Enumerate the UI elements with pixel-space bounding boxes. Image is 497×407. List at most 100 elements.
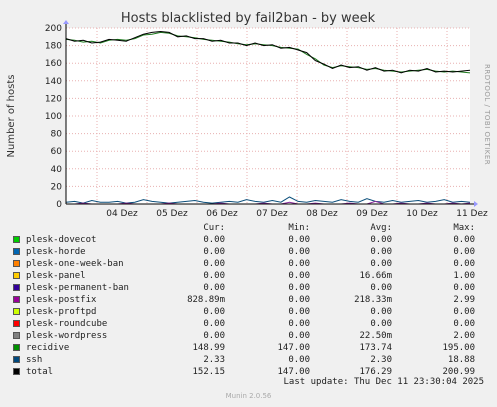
legend-min: 0.00 xyxy=(288,235,310,245)
chart-title: Hosts blacklisted by fail2ban - by week xyxy=(121,11,376,26)
x-tick-label: 10 Dez xyxy=(406,209,438,219)
y-tick-label: 120 xyxy=(45,94,62,104)
legend-max: 18.88 xyxy=(447,355,475,365)
header-min: Min: xyxy=(288,223,310,233)
legend-avg: 16.66m xyxy=(359,271,392,281)
header-avg: Avg: xyxy=(370,223,392,233)
legend-min: 147.00 xyxy=(277,343,310,353)
legend-min: 0.00 xyxy=(288,319,310,329)
legend-row: total 152.15 147.00 176.29 200.99 xyxy=(0,366,497,378)
x-tick-label: 11 Dez xyxy=(456,209,488,219)
legend-avg: 2.30 xyxy=(370,355,392,365)
legend-row: plesk-dovecot 0.00 0.00 0.00 0.00 xyxy=(0,234,497,246)
legend-row: plesk-permanent-ban 0.00 0.00 0.00 0.00 xyxy=(0,282,497,294)
legend-swatch xyxy=(13,356,20,363)
x-tick-label: 08 Dez xyxy=(306,209,338,219)
legend-swatch xyxy=(13,260,20,267)
legend-row: plesk-roundcube 0.00 0.00 0.00 0.00 xyxy=(0,318,497,330)
legend: Cur: Min: Avg: Max: plesk-dovecot 0.00 0.0… xyxy=(0,222,497,378)
legend-swatch xyxy=(13,368,20,375)
legend-name: plesk-horde xyxy=(26,247,86,257)
legend-avg: 0.00 xyxy=(370,235,392,245)
x-axis-arrow xyxy=(474,201,478,207)
legend-avg: 22.50m xyxy=(359,331,392,341)
legend-min: 0.00 xyxy=(288,355,310,365)
legend-swatch xyxy=(13,344,20,351)
x-ticks: 04 Dez 05 Dez 06 Dez 07 Dez 08 Dez 09 Dez 10 D… xyxy=(106,209,488,219)
last-update: Last update: Thu Dec 11 23:30:04 2025 xyxy=(283,377,484,387)
legend-cur: 828.89m xyxy=(187,295,225,305)
y-tick-label: 40 xyxy=(51,165,63,175)
legend-max: 0.00 xyxy=(453,283,475,293)
legend-min: 0.00 xyxy=(288,307,310,317)
y-tick-label: 20 xyxy=(51,182,63,192)
legend-cur: 0.00 xyxy=(203,331,225,341)
legend-row: plesk-proftpd 0.00 0.00 0.00 0.00 xyxy=(0,306,497,318)
chart: Hosts blacklisted by fail2ban - by week … xyxy=(6,11,491,219)
legend-min: 0.00 xyxy=(288,331,310,341)
header-cur: Cur: xyxy=(203,223,225,233)
legend-min: 0.00 xyxy=(288,283,310,293)
legend-max: 2.00 xyxy=(453,331,475,341)
legend-max: 0.00 xyxy=(453,259,475,269)
y-ticks: 0 20 40 60 80 100 120 140 160 180 200 xyxy=(45,24,62,210)
legend-cur: 0.00 xyxy=(203,259,225,269)
legend-avg: 173.74 xyxy=(359,343,392,353)
legend-max: 0.00 xyxy=(453,235,475,245)
y-tick-label: 100 xyxy=(45,112,62,122)
legend-swatch xyxy=(13,248,20,255)
legend-min: 147.00 xyxy=(277,367,310,377)
legend-avg: 0.00 xyxy=(370,319,392,329)
legend-min: 0.00 xyxy=(288,271,310,281)
legend-header: Cur: Min: Avg: Max: xyxy=(0,222,497,234)
legend-name: total xyxy=(26,367,54,377)
legend-name: plesk-postfix xyxy=(26,295,97,305)
x-tick-label: 06 Dez xyxy=(206,209,238,219)
version: Munin 2.0.56 xyxy=(225,392,272,400)
legend-cur: 148.99 xyxy=(192,343,225,353)
legend-name: plesk-proftpd xyxy=(26,307,97,317)
legend-min: 0.00 xyxy=(288,295,310,305)
y-tick-label: 60 xyxy=(51,147,63,157)
y-axis-label: Number of hosts xyxy=(6,75,17,158)
side-label: RRDTOOL / TOBI OETIKER xyxy=(483,64,491,165)
legend-avg: 218.33m xyxy=(354,295,392,305)
legend-row: plesk-postfix 828.89m 0.00 218.33m 2.99 xyxy=(0,294,497,306)
legend-cur: 0.00 xyxy=(203,271,225,281)
legend-cur: 0.00 xyxy=(203,247,225,257)
legend-name: plesk-panel xyxy=(26,271,86,281)
legend-swatch xyxy=(13,236,20,243)
legend-swatch xyxy=(13,332,20,339)
legend-avg: 0.00 xyxy=(370,247,392,257)
legend-avg: 0.00 xyxy=(370,283,392,293)
legend-max: 195.00 xyxy=(442,343,475,353)
legend-name: plesk-wordpress xyxy=(26,331,108,341)
legend-max: 1.00 xyxy=(453,271,475,281)
legend-name: recidive xyxy=(26,343,70,353)
series-line-total xyxy=(65,30,471,74)
legend-max: 0.00 xyxy=(453,319,475,329)
y-tick-label: 180 xyxy=(45,42,62,52)
legend-min: 0.00 xyxy=(288,247,310,257)
legend-swatch xyxy=(13,272,20,279)
legend-avg: 176.29 xyxy=(359,367,392,377)
legend-max: 0.00 xyxy=(453,307,475,317)
legend-swatch xyxy=(13,296,20,303)
legend-max: 2.99 xyxy=(453,295,475,305)
legend-name: plesk-roundcube xyxy=(26,319,108,329)
header-max: Max: xyxy=(453,223,475,233)
y-tick-label: 200 xyxy=(45,24,62,34)
legend-swatch xyxy=(13,308,20,315)
x-tick-label: 05 Dez xyxy=(156,209,188,219)
legend-row: plesk-wordpress 0.00 0.00 22.50m 2.00 xyxy=(0,330,497,342)
x-tick-label: 07 Dez xyxy=(256,209,288,219)
y-tick-label: 0 xyxy=(56,200,62,210)
legend-avg: 0.00 xyxy=(370,307,392,317)
legend-swatch xyxy=(13,284,20,291)
legend-max: 0.00 xyxy=(453,247,475,257)
legend-row: plesk-panel 0.00 0.00 16.66m 1.00 xyxy=(0,270,497,282)
y-tick-label: 160 xyxy=(45,59,62,69)
legend-cur: 0.00 xyxy=(203,307,225,317)
legend-cur: 0.00 xyxy=(203,235,225,245)
legend-row: plesk-one-week-ban 0.00 0.00 0.00 0.00 xyxy=(0,258,497,270)
